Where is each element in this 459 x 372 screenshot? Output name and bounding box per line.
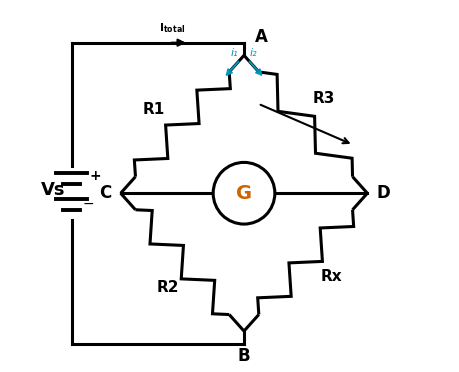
Text: D: D	[376, 184, 390, 202]
Text: Rx: Rx	[320, 269, 342, 284]
Text: +: +	[89, 169, 101, 183]
Text: −: −	[83, 197, 94, 211]
Circle shape	[213, 163, 275, 224]
Text: R1: R1	[142, 102, 164, 117]
Text: C: C	[99, 184, 112, 202]
Text: Vs: Vs	[41, 180, 66, 199]
Text: G: G	[236, 184, 252, 203]
Text: i₁: i₁	[231, 48, 239, 58]
Text: A: A	[255, 28, 268, 46]
Text: I$_{\mathbf{total}}$: I$_{\mathbf{total}}$	[159, 21, 185, 35]
Text: i₂: i₂	[249, 48, 257, 58]
Text: R3: R3	[313, 92, 335, 106]
Text: R2: R2	[157, 280, 179, 295]
Text: B: B	[238, 347, 250, 365]
